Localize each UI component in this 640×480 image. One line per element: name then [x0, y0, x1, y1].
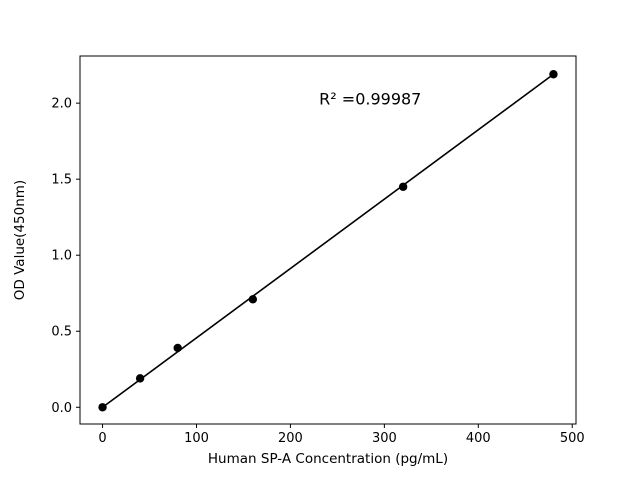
data-point — [248, 295, 258, 304]
x-tick-label: 500 — [560, 431, 585, 446]
data-point — [398, 182, 408, 191]
x-axis-label: Human SP-A Concentration (pg/mL) — [208, 451, 448, 467]
data-point — [98, 403, 107, 412]
y-tick-label: 0.0 — [51, 401, 72, 416]
x-tick-label: 100 — [184, 431, 209, 446]
y-axis-label: OD Value(450nm) — [12, 180, 28, 300]
x-tick-label: 200 — [278, 431, 303, 446]
y-tick-label: 0.5 — [51, 325, 72, 340]
y-tick-label: 2.0 — [51, 97, 72, 112]
x-tick-label: 0 — [98, 431, 106, 446]
data-point — [173, 343, 182, 353]
r-squared-annotation: R² =0.99987 — [319, 90, 421, 109]
x-tick-label: 300 — [372, 431, 397, 446]
fit-line — [102, 73, 554, 408]
plot-spines — [79, 55, 577, 425]
x-tick-label: 400 — [466, 431, 491, 446]
data-point — [549, 70, 558, 79]
data-point — [135, 374, 145, 383]
y-tick-label: 1.5 — [51, 173, 72, 188]
y-tick-label: 1.0 — [51, 249, 72, 264]
